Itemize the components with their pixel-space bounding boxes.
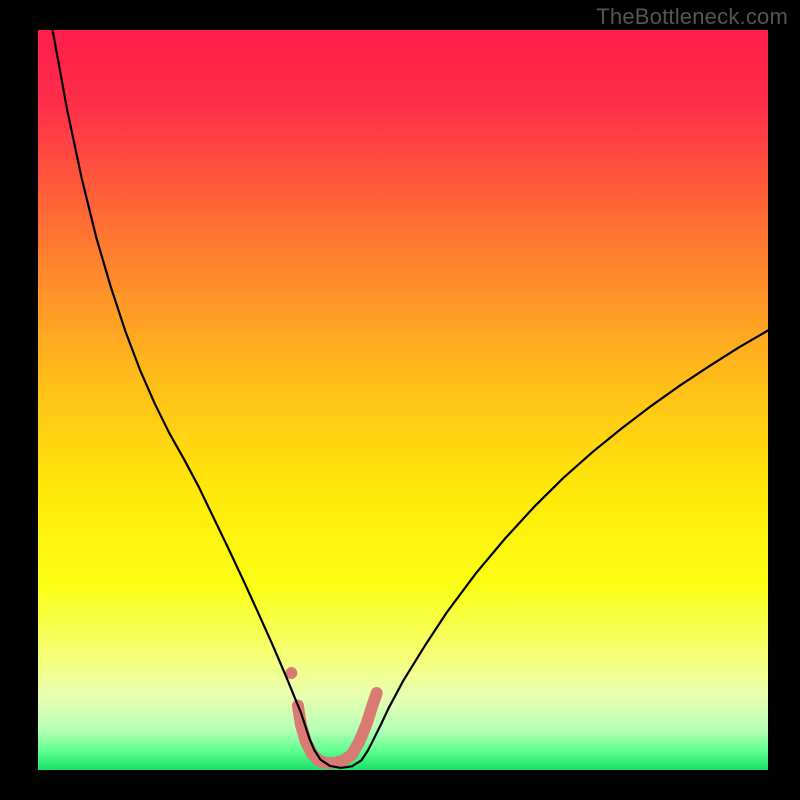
chart-container: TheBottleneck.com	[0, 0, 800, 800]
bottleneck-curve-chart	[38, 30, 768, 770]
plot-frame	[38, 30, 768, 770]
watermark-text: TheBottleneck.com	[596, 4, 788, 30]
